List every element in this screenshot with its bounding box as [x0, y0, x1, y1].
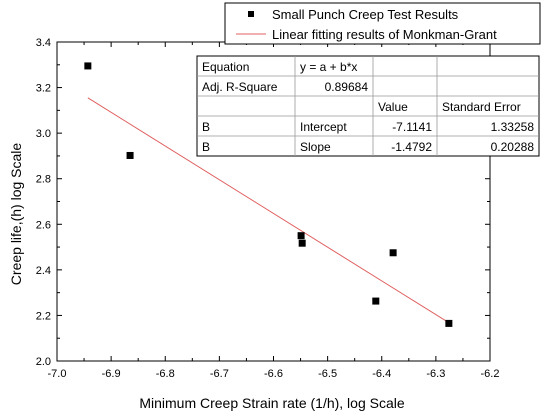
- y-tick-label: 3.4: [36, 37, 51, 49]
- legend-marker-square-icon: [248, 11, 254, 17]
- legend: Small Punch Creep Test Results Linear fi…: [224, 2, 541, 45]
- series-layer: [84, 62, 453, 327]
- x-tick-label: -6.9: [102, 368, 121, 380]
- y-tick-label: 2.4: [36, 265, 51, 277]
- stats-cell: y = a + b*x: [300, 60, 357, 74]
- x-tick-label: -7.0: [48, 368, 67, 380]
- data-point: [389, 249, 397, 257]
- data-point: [445, 319, 453, 327]
- y-tick-label: 2.6: [36, 219, 51, 231]
- x-axis-label: Minimum Creep Strain rate (1/h), log Sca…: [139, 395, 405, 411]
- stats-cell: Adj. R-Square: [202, 80, 278, 94]
- data-point: [126, 151, 134, 159]
- stats-table-frame: [196, 55, 540, 157]
- stats-cell: -1.4792: [391, 140, 432, 154]
- x-tick-label: -6.7: [210, 368, 229, 380]
- y-tick-label: 2.2: [36, 310, 51, 322]
- stats-cell: Intercept: [300, 120, 347, 134]
- legend-label-0: Small Punch Creep Test Results: [272, 7, 459, 22]
- y-tick-label: 3.0: [36, 128, 51, 140]
- data-point: [84, 62, 92, 70]
- x-tick-label: -6.3: [426, 368, 445, 380]
- x-axis-ticks: -7.0 -6.9 -6.8 -6.7 -6.6 -6.5 -6.4 -6.3 -6.2: [48, 42, 500, 380]
- x-tick-label: -6.6: [264, 368, 283, 380]
- stats-table: Equation y = a + b*x Adj. R-Square 0.896…: [196, 55, 540, 157]
- stats-cell: Equation: [202, 60, 249, 74]
- y-tick-label: 2.0: [36, 356, 51, 368]
- data-point: [372, 297, 380, 305]
- data-point: [297, 232, 305, 240]
- x-tick-label: -6.5: [318, 368, 337, 380]
- legend-label-1: Linear fitting results of Monkman-Grant: [272, 27, 497, 42]
- y-tick-label: 2.8: [36, 174, 51, 186]
- y-axis-ticks: 2.0 2.2 2.4 2.6 2.8 3.0 3.2 3.4: [36, 37, 490, 368]
- stats-header-cell: Standard Error: [442, 100, 521, 114]
- stats-cell: B: [202, 120, 210, 134]
- fit-line: [87, 97, 450, 324]
- stats-cell: 0.89684: [325, 80, 369, 94]
- legend-box: [224, 2, 541, 45]
- y-tick-label: 3.2: [36, 83, 51, 95]
- x-tick-label: -6.8: [156, 368, 175, 380]
- y-axis-label: Creep life,(h) log Scale: [8, 143, 24, 286]
- stats-cell: 1.33258: [491, 120, 535, 134]
- x-tick-label: -6.4: [372, 368, 391, 380]
- stats-header-cell: Value: [378, 100, 408, 114]
- stats-cell: Slope: [300, 140, 331, 154]
- stats-cell: B: [202, 140, 210, 154]
- x-tick-label: -6.2: [481, 368, 500, 380]
- data-point: [298, 239, 306, 247]
- stats-cell: -7.1141: [392, 120, 432, 134]
- stats-cell: 0.20288: [491, 140, 535, 154]
